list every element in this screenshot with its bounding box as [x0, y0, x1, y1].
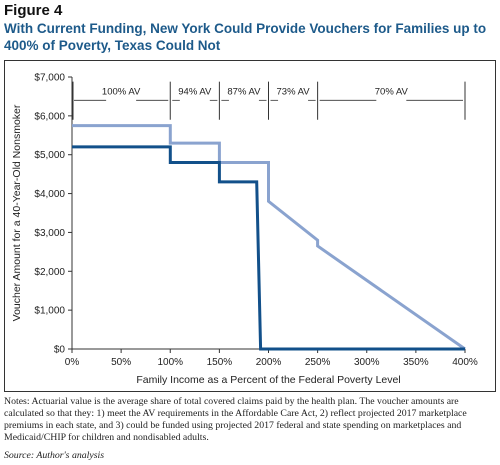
x-tick-label: 100% — [157, 357, 183, 368]
av-band-label: 73% AV — [277, 86, 311, 97]
x-tick-label: 300% — [354, 357, 380, 368]
y-axis-title: Voucher Amount for a 40-Year-Old Nonsmok… — [11, 104, 23, 321]
x-tick-label: 0% — [65, 357, 80, 368]
y-tick-label: $7,000 — [34, 73, 65, 84]
av-band-label: 70% AV — [375, 86, 409, 97]
x-tick-label: 50% — [111, 357, 131, 368]
x-tick-label: 150% — [207, 357, 233, 368]
x-tick-label: 350% — [403, 357, 429, 368]
chart-source: Source: Author's analysis — [4, 450, 105, 461]
x-axis-title: Family Income as a Percent of the Federa… — [136, 374, 400, 386]
chart-svg: $0 $1,000 $2,000 $3,000 $4,000 $5,000 $6,000 $7… — [11, 73, 478, 387]
series-line-texas — [72, 145, 465, 351]
av-band-label: 87% AV — [227, 86, 261, 97]
figure-label: Figure 4 — [4, 2, 63, 19]
y-tick-label: $1,000 — [34, 306, 65, 317]
series-line-new-york — [72, 124, 466, 351]
y-tick-label: $5,000 — [34, 150, 65, 161]
y-tick-label: $4,000 — [34, 189, 65, 200]
chart-title: With Current Funding, New York Could Pro… — [4, 21, 487, 53]
y-tick-label: $2,000 — [34, 267, 65, 278]
y-tick-label: $6,000 — [34, 111, 65, 122]
y-tick-label: $3,000 — [34, 228, 65, 239]
av-band-label: 100% AV — [102, 86, 141, 97]
av-band-label: 94% AV — [178, 86, 212, 97]
x-tick-label: 400% — [452, 357, 478, 368]
chart-frame: $0 $1,000 $2,000 $3,000 $4,000 $5,000 $6,000 $7… — [4, 60, 496, 392]
x-tick-label: 200% — [256, 357, 282, 368]
y-tick-label: $0 — [54, 345, 66, 356]
x-tick-label: 250% — [305, 357, 331, 368]
chart-notes: Notes: Actuarial value is the average sh… — [4, 396, 467, 443]
